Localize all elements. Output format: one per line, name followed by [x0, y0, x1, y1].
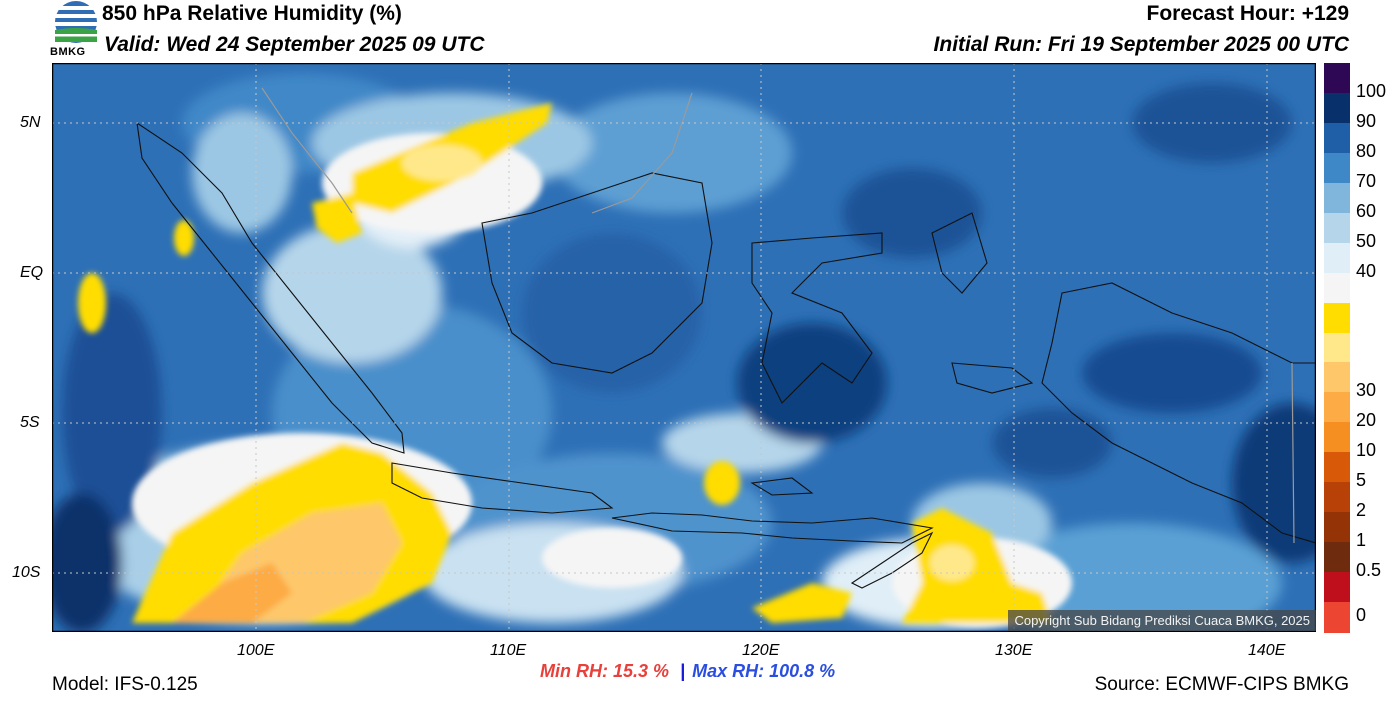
colorbar-cell [1324, 572, 1350, 603]
colorbar-cell [1324, 452, 1350, 483]
colorbar-label: 2 [1356, 500, 1367, 521]
lon-label-110e: 110E [490, 642, 527, 659]
colorbar-cell [1324, 242, 1350, 274]
colorbar-cell [1324, 482, 1350, 513]
source-label: Source: ECMWF-CIPS BMKG [1094, 674, 1349, 695]
humidity-field [51, 62, 1317, 633]
lat-label-5s: 5S [20, 414, 40, 431]
colorbar-label: 60 [1356, 200, 1377, 221]
lat-label-10s: 10S [12, 564, 41, 581]
rh-stats: Min RH: 15.3 % | Max RH: 100.8 % [540, 661, 835, 682]
colorbar-cell [1324, 63, 1350, 94]
lat-label-eq: EQ [20, 264, 44, 281]
logo-text: BMKG [50, 46, 86, 58]
colorbar-label: 80 [1356, 140, 1377, 161]
colorbar-cell [1324, 182, 1350, 214]
colorbar-cell [1324, 302, 1350, 334]
stats-separator: | [680, 661, 686, 681]
colorbar-cell [1324, 392, 1350, 423]
colorbar-label: 1 [1356, 530, 1367, 551]
max-rh: Max RH: 100.8 % [692, 661, 836, 681]
colorbar-cell [1324, 92, 1350, 124]
colorbar-cell [1324, 362, 1350, 394]
colorbar-label: 5 [1356, 470, 1367, 491]
colorbar-cell [1324, 152, 1350, 184]
colorbar-cell [1324, 122, 1350, 154]
colorbar-label: 0.5 [1356, 560, 1382, 581]
bmkg-logo [52, 0, 100, 60]
lat-label-5n: 5N [20, 114, 41, 131]
colorbar-label: 100 [1356, 80, 1387, 101]
lon-label-130e: 130E [995, 642, 1033, 659]
colorbar-label: 20 [1356, 410, 1377, 431]
colorbar-cell [1324, 422, 1350, 453]
colorbar-label: 10 [1356, 440, 1377, 461]
colorbar-label: 30 [1356, 380, 1377, 401]
forecast-hour: Forecast Hour: +129 [1146, 2, 1350, 25]
colorbar-label: 0 [1356, 605, 1367, 626]
colorbar-cell [1324, 512, 1350, 543]
chart-title: 850 hPa Relative Humidity (%) [102, 2, 402, 25]
initial-run: Initial Run: Fri 19 September 2025 00 UT… [933, 33, 1349, 56]
colorbar-cell [1324, 542, 1350, 573]
colorbar-label: 90 [1356, 110, 1377, 131]
colorbar-label: 50 [1356, 230, 1377, 251]
colorbar-cell [1324, 602, 1350, 633]
lon-label-140e: 140E [1248, 642, 1286, 659]
lon-label-100e: 100E [237, 642, 275, 659]
colorbar-cell [1324, 212, 1350, 244]
coastlines [136, 121, 1316, 589]
colorbar-label: 70 [1356, 170, 1377, 191]
copyright-notice: Copyright Sub Bidang Prediksi Cuaca BMKG… [1008, 610, 1316, 631]
gridlines [52, 63, 1316, 632]
min-rh: Min RH: 15.3 % [540, 661, 670, 681]
colorbar-cell [1324, 332, 1350, 364]
lon-label-120e: 120E [742, 642, 780, 659]
colorbar-label: 40 [1356, 260, 1377, 281]
model-label: Model: IFS-0.125 [52, 674, 198, 695]
valid-time: Valid: Wed 24 September 2025 09 UTC [104, 33, 485, 56]
colorbar-cell [1324, 272, 1350, 304]
humidity-map [51, 62, 1317, 633]
